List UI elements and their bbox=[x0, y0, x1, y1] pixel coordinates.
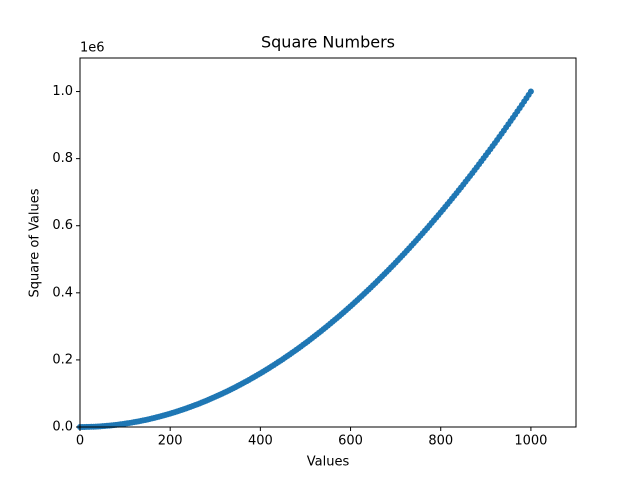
x-tick-label: 200 bbox=[158, 434, 183, 449]
y-tick-label: 1.0 bbox=[52, 84, 73, 99]
y-tick-label: 0.6 bbox=[52, 218, 73, 233]
y-tick-label: 0.0 bbox=[52, 420, 73, 435]
y-tick-label: 0.8 bbox=[52, 151, 73, 166]
y-axis-label: Square of Values bbox=[28, 188, 43, 297]
y-tick-label: 0.4 bbox=[52, 285, 73, 300]
x-tick-label: 0 bbox=[76, 434, 84, 449]
axes-frame bbox=[79, 57, 577, 428]
point bbox=[527, 88, 534, 95]
chart-title: Square Numbers bbox=[261, 33, 395, 52]
x-axis-label: Values bbox=[307, 455, 350, 470]
x-tick-label: 600 bbox=[338, 434, 363, 449]
plot-area bbox=[77, 88, 534, 430]
x-tick-label: 1000 bbox=[514, 434, 547, 449]
x-tick-label: 400 bbox=[248, 434, 273, 449]
x-tick-label: 800 bbox=[428, 434, 453, 449]
y-offset-label: 1e6 bbox=[80, 41, 105, 56]
y-tick-label: 0.2 bbox=[52, 352, 73, 367]
